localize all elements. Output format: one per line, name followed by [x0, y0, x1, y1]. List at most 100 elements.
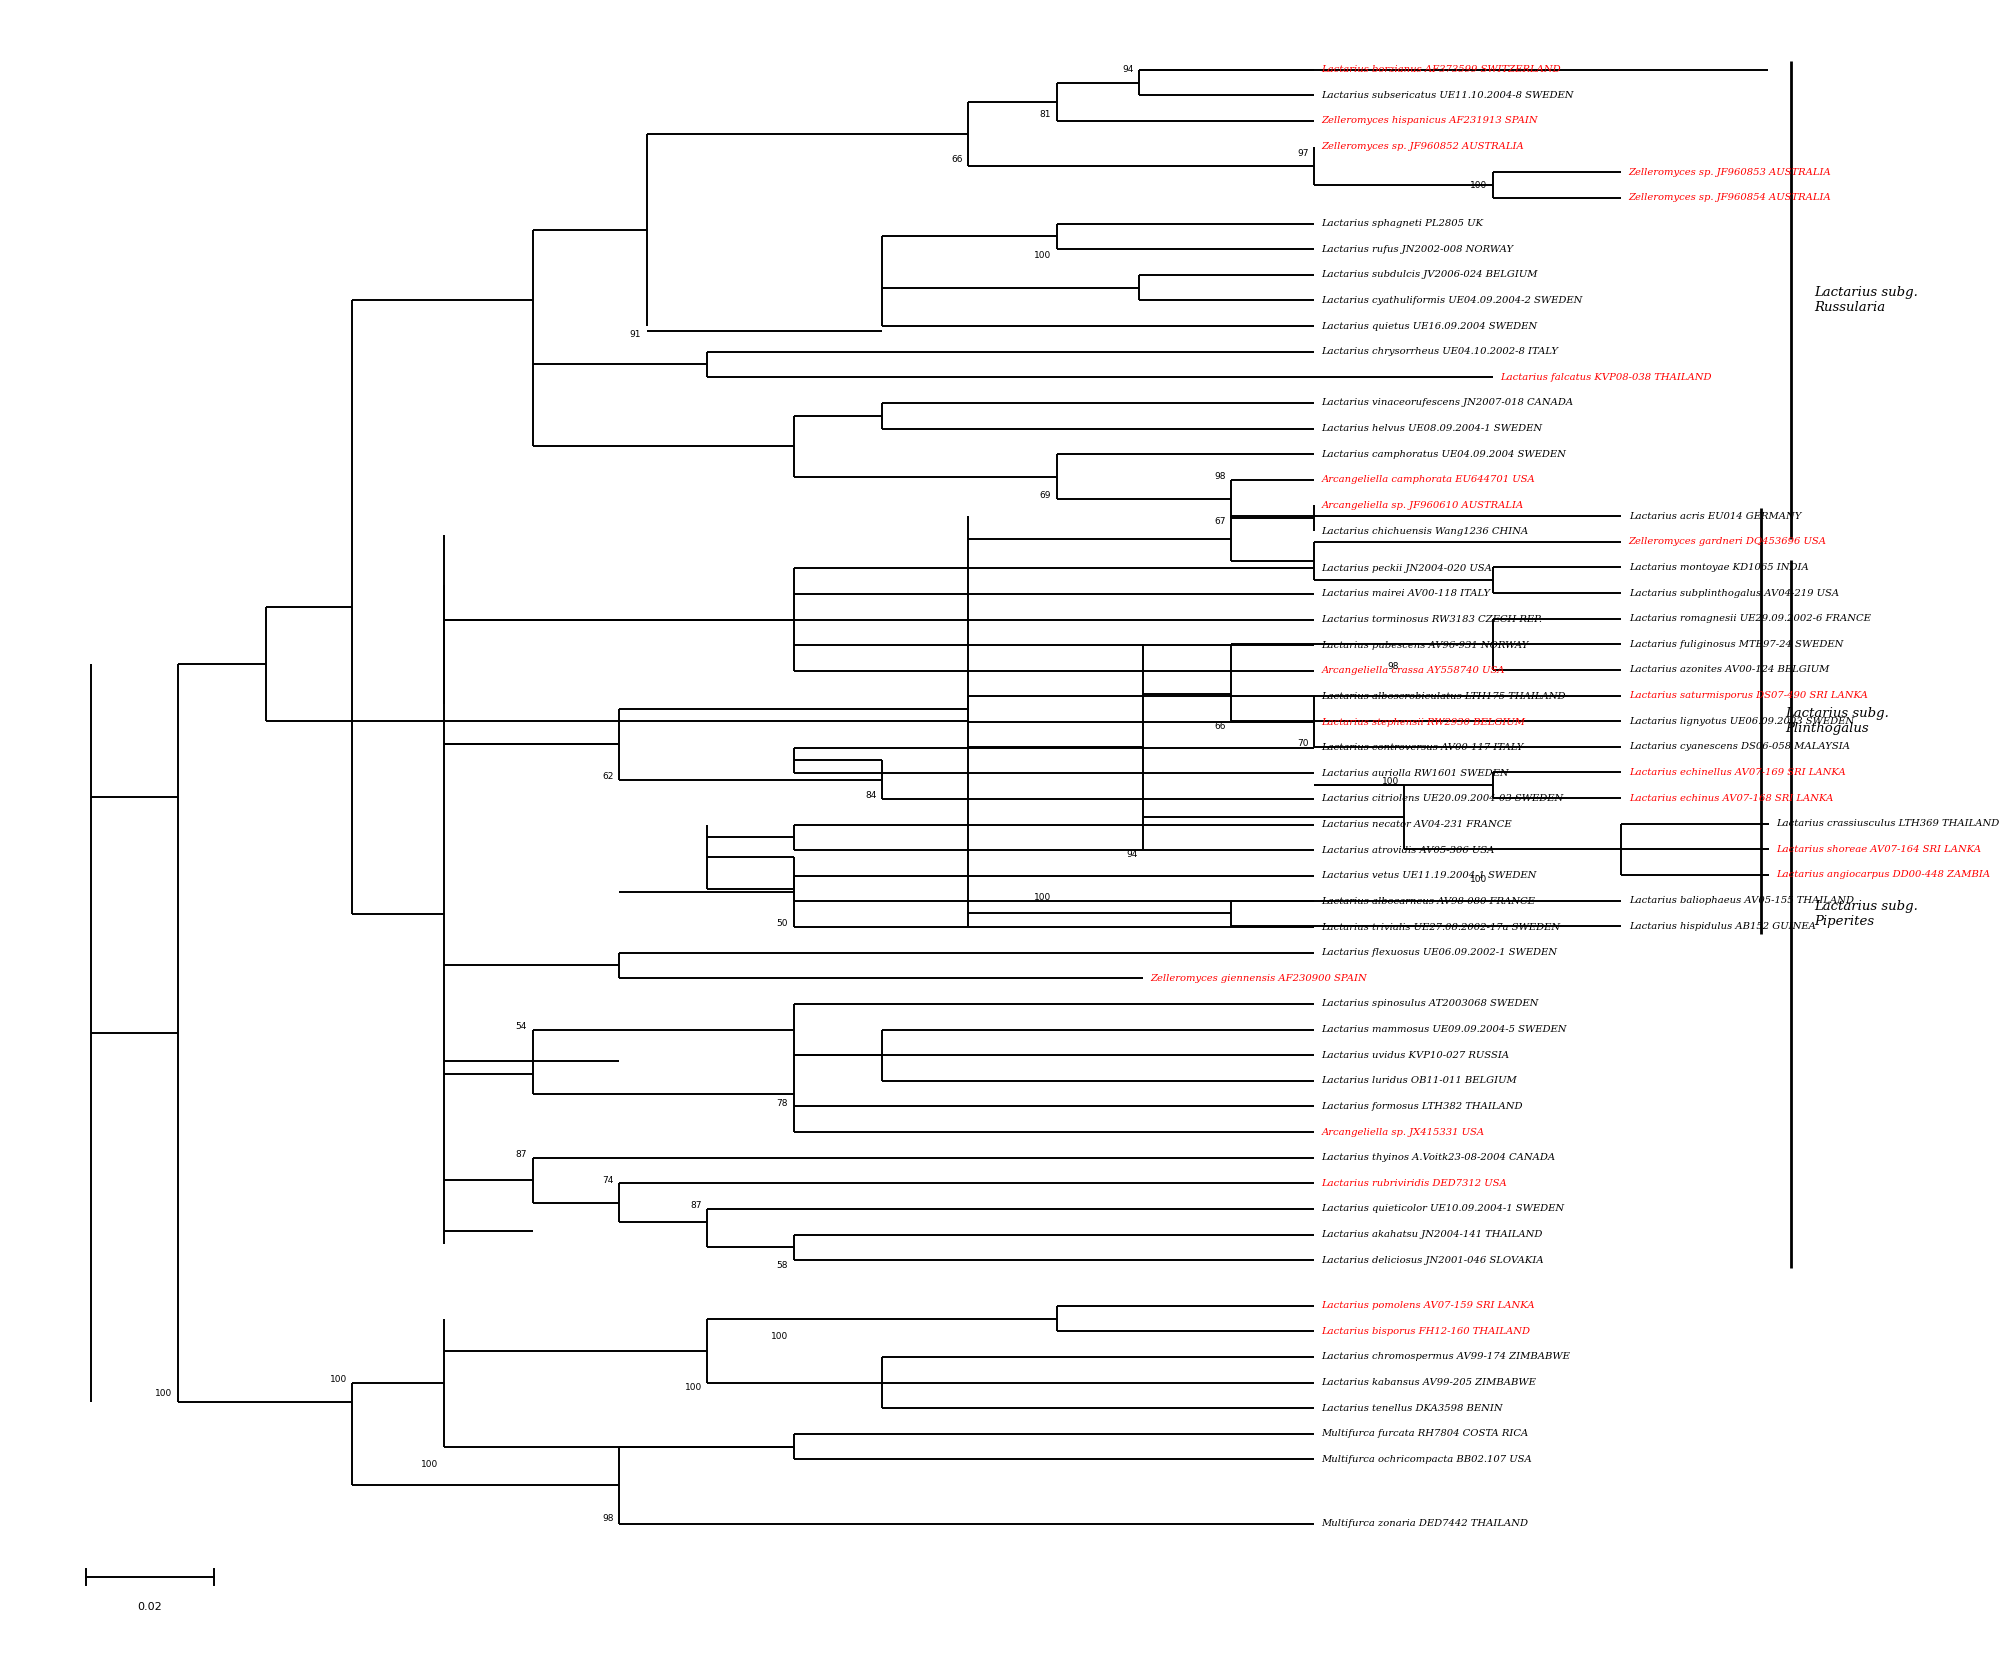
Text: 94: 94	[1127, 849, 1137, 859]
Text: Lactarius mairei AV00-118 ITALY: Lactarius mairei AV00-118 ITALY	[1322, 589, 1491, 599]
Text: Lactarius akahatsu JN2004-141 THAILAND: Lactarius akahatsu JN2004-141 THAILAND	[1322, 1229, 1543, 1239]
Text: Lactarius romagnesii UE29.09.2002-6 FRANCE: Lactarius romagnesii UE29.09.2002-6 FRAN…	[1630, 614, 1871, 624]
Text: Lactarius sphagneti PL2805 UK: Lactarius sphagneti PL2805 UK	[1322, 219, 1483, 227]
Text: Lactarius chichuensis Wang1236 CHINA: Lactarius chichuensis Wang1236 CHINA	[1322, 526, 1529, 536]
Text: Multifurca ochricompacta BB02.107 USA: Multifurca ochricompacta BB02.107 USA	[1322, 1455, 1533, 1463]
Text: Lactarius subg.
Plinthogalus: Lactarius subg. Plinthogalus	[1785, 707, 1889, 735]
Text: Lactarius stephensii RW2930 BELGIUM: Lactarius stephensii RW2930 BELGIUM	[1322, 718, 1525, 727]
Text: Arcangeliella crassa AY558740 USA: Arcangeliella crassa AY558740 USA	[1322, 667, 1505, 675]
Text: Lactarius cyathuliformis UE04.09.2004-2 SWEDEN: Lactarius cyathuliformis UE04.09.2004-2 …	[1322, 295, 1583, 305]
Text: Lactarius subplinthogalus AV04-219 USA: Lactarius subplinthogalus AV04-219 USA	[1630, 589, 1839, 597]
Text: Lactarius torminosus RW3183 CZECH REP.: Lactarius torminosus RW3183 CZECH REP.	[1322, 615, 1543, 624]
Text: Lactarius vetus UE11.19.2004-1 SWEDEN: Lactarius vetus UE11.19.2004-1 SWEDEN	[1322, 871, 1537, 881]
Text: Lactarius quieticolor UE10.09.2004-1 SWEDEN: Lactarius quieticolor UE10.09.2004-1 SWE…	[1322, 1204, 1565, 1213]
Text: Lactarius mammosus UE09.09.2004-5 SWEDEN: Lactarius mammosus UE09.09.2004-5 SWEDEN	[1322, 1025, 1567, 1034]
Text: Lactarius trivialis UE27.08.2002-17a SWEDEN: Lactarius trivialis UE27.08.2002-17a SWE…	[1322, 922, 1561, 932]
Text: Lactarius flexuosus UE06.09.2002-1 SWEDEN: Lactarius flexuosus UE06.09.2002-1 SWEDE…	[1322, 949, 1557, 957]
Text: Lactarius bisporus FH12-160 THAILAND: Lactarius bisporus FH12-160 THAILAND	[1322, 1327, 1531, 1335]
Text: Lactarius subg.
Russularia: Lactarius subg. Russularia	[1815, 287, 1917, 315]
Text: Lactarius rubriviridis DED7312 USA: Lactarius rubriviridis DED7312 USA	[1322, 1180, 1507, 1188]
Text: Lactarius rufus JN2002-008 NORWAY: Lactarius rufus JN2002-008 NORWAY	[1322, 244, 1513, 254]
Text: Arcangeliella sp. JF960610 AUSTRALIA: Arcangeliella sp. JF960610 AUSTRALIA	[1322, 501, 1523, 509]
Text: Arcangeliella camphorata EU644701 USA: Arcangeliella camphorata EU644701 USA	[1322, 474, 1535, 484]
Text: Lactarius thyinos A.Voitk23-08-2004 CANADA: Lactarius thyinos A.Voitk23-08-2004 CANA…	[1322, 1153, 1555, 1163]
Text: 100: 100	[421, 1460, 439, 1468]
Text: 100: 100	[330, 1375, 346, 1384]
Text: 97: 97	[1298, 149, 1308, 158]
Text: Arcangeliella sp. JX415331 USA: Arcangeliella sp. JX415331 USA	[1322, 1128, 1485, 1136]
Text: 81: 81	[1040, 109, 1050, 119]
Text: Lactarius spinosulus AT2003068 SWEDEN: Lactarius spinosulus AT2003068 SWEDEN	[1322, 999, 1539, 1009]
Text: Lactarius camphoratus UE04.09.2004 SWEDEN: Lactarius camphoratus UE04.09.2004 SWEDE…	[1322, 450, 1567, 458]
Text: 54: 54	[515, 1022, 527, 1030]
Text: 0.02: 0.02	[137, 1601, 163, 1611]
Text: Zelleromyces hispanicus AF231913 SPAIN: Zelleromyces hispanicus AF231913 SPAIN	[1322, 116, 1539, 126]
Text: 66: 66	[952, 154, 964, 164]
Text: Lactarius formosus LTH382 THAILAND: Lactarius formosus LTH382 THAILAND	[1322, 1102, 1523, 1112]
Text: Lactarius kabansus AV99-205 ZIMBABWE: Lactarius kabansus AV99-205 ZIMBABWE	[1322, 1379, 1537, 1387]
Text: Lactarius subsericatus UE11.10.2004-8 SWEDEN: Lactarius subsericatus UE11.10.2004-8 SW…	[1322, 91, 1573, 100]
Text: Lactarius saturmisporus DS07-490 SRI LANKA: Lactarius saturmisporus DS07-490 SRI LAN…	[1630, 692, 1867, 700]
Text: Lactarius falcatus KVP08-038 THAILAND: Lactarius falcatus KVP08-038 THAILAND	[1501, 373, 1712, 382]
Text: Lactarius baliophaeus AV05-155 THAILAND: Lactarius baliophaeus AV05-155 THAILAND	[1630, 896, 1853, 906]
Text: 78: 78	[777, 1098, 789, 1108]
Text: 84: 84	[865, 791, 877, 800]
Text: 66: 66	[1215, 722, 1225, 730]
Text: Lactarius acris EU014 GERMANY: Lactarius acris EU014 GERMANY	[1630, 511, 1801, 521]
Text: Lactarius controversus AV00-117 ITALY: Lactarius controversus AV00-117 ITALY	[1322, 743, 1523, 752]
Text: Lactarius vinaceorufescens JN2007-018 CANADA: Lactarius vinaceorufescens JN2007-018 CA…	[1322, 398, 1573, 408]
Text: Lactarius necator AV04-231 FRANCE: Lactarius necator AV04-231 FRANCE	[1322, 820, 1513, 830]
Text: Multifurca zonaria DED7442 THAILAND: Multifurca zonaria DED7442 THAILAND	[1322, 1520, 1529, 1528]
Text: Lactarius helvus UE08.09.2004-1 SWEDEN: Lactarius helvus UE08.09.2004-1 SWEDEN	[1322, 425, 1543, 433]
Text: Zelleromyces gardneri DQ453696 USA: Zelleromyces gardneri DQ453696 USA	[1630, 538, 1827, 546]
Text: Lactarius borzianus AF373599 SWITZERLAND: Lactarius borzianus AF373599 SWITZERLAND	[1322, 65, 1561, 75]
Text: 87: 87	[690, 1201, 702, 1209]
Text: 100: 100	[771, 1332, 789, 1340]
Text: 98: 98	[1215, 473, 1225, 481]
Text: 50: 50	[777, 919, 789, 929]
Text: 100: 100	[684, 1384, 702, 1392]
Text: 87: 87	[515, 1150, 527, 1160]
Text: Lactarius citriolens UE20.09.2004-03 SWEDEN: Lactarius citriolens UE20.09.2004-03 SWE…	[1322, 795, 1563, 803]
Text: 70: 70	[1298, 738, 1308, 748]
Text: 74: 74	[602, 1176, 614, 1185]
Text: 100: 100	[1034, 251, 1050, 260]
Text: Lactarius atrovidis AV05-306 USA: Lactarius atrovidis AV05-306 USA	[1322, 846, 1495, 854]
Text: Lactarius fuliginosus MTB97-24 SWEDEN: Lactarius fuliginosus MTB97-24 SWEDEN	[1630, 640, 1843, 649]
Text: Lactarius shoreae AV07-164 SRI LANKA: Lactarius shoreae AV07-164 SRI LANKA	[1777, 844, 1982, 854]
Text: Lactarius subdulcis JV2006-024 BELGIUM: Lactarius subdulcis JV2006-024 BELGIUM	[1322, 270, 1537, 279]
Text: Lactarius lignyotus UE06.09.2003 SWEDEN: Lactarius lignyotus UE06.09.2003 SWEDEN	[1630, 717, 1853, 725]
Text: Lactarius azonites AV00-124 BELGIUM: Lactarius azonites AV00-124 BELGIUM	[1630, 665, 1829, 675]
Text: Lactarius chromospermus AV99-174 ZIMBABWE: Lactarius chromospermus AV99-174 ZIMBABW…	[1322, 1352, 1571, 1362]
Text: 98: 98	[1388, 662, 1398, 672]
Text: Lactarius echinus AV07-168 SRI LANKA: Lactarius echinus AV07-168 SRI LANKA	[1630, 793, 1833, 803]
Text: 98: 98	[602, 1515, 614, 1523]
Text: Multifurca furcata RH7804 COSTA RICA: Multifurca furcata RH7804 COSTA RICA	[1322, 1430, 1529, 1438]
Text: Lactarius hispidulus AB152 GUINEA: Lactarius hispidulus AB152 GUINEA	[1630, 922, 1815, 931]
Text: Lactarius crassiusculus LTH369 THAILAND: Lactarius crassiusculus LTH369 THAILAND	[1777, 820, 2000, 828]
Text: Lactarius tenellus DKA3598 BENIN: Lactarius tenellus DKA3598 BENIN	[1322, 1404, 1503, 1413]
Text: Lactarius pomolens AV07-159 SRI LANKA: Lactarius pomolens AV07-159 SRI LANKA	[1322, 1301, 1535, 1311]
Text: 67: 67	[1215, 516, 1225, 526]
Text: Lactarius albocarneus AV98-080 FRANCE: Lactarius albocarneus AV98-080 FRANCE	[1322, 898, 1535, 906]
Text: Lactarius alboscrobiculatus LTH175 THAILAND: Lactarius alboscrobiculatus LTH175 THAIL…	[1322, 692, 1565, 700]
Text: Lactarius echinellus AV07-169 SRI LANKA: Lactarius echinellus AV07-169 SRI LANKA	[1630, 768, 1845, 776]
Text: Lactarius cyanescens DS06-058 MALAYSIA: Lactarius cyanescens DS06-058 MALAYSIA	[1630, 742, 1849, 752]
Text: 62: 62	[602, 771, 614, 781]
Text: Lactarius quietus UE16.09.2004 SWEDEN: Lactarius quietus UE16.09.2004 SWEDEN	[1322, 322, 1537, 330]
Text: 69: 69	[1040, 491, 1050, 501]
Text: 100: 100	[1382, 778, 1398, 786]
Text: 58: 58	[777, 1261, 789, 1269]
Text: Lactarius peckii JN2004-020 USA: Lactarius peckii JN2004-020 USA	[1322, 564, 1493, 572]
Text: Lactarius chrysorrheus UE04.10.2002-8 ITALY: Lactarius chrysorrheus UE04.10.2002-8 IT…	[1322, 347, 1559, 357]
Text: Zelleromyces sp. JF960853 AUSTRALIA: Zelleromyces sp. JF960853 AUSTRALIA	[1630, 168, 1831, 178]
Text: Zelleromyces sp. JF960854 AUSTRALIA: Zelleromyces sp. JF960854 AUSTRALIA	[1630, 194, 1831, 202]
Text: 91: 91	[630, 330, 642, 338]
Text: 100: 100	[1471, 181, 1487, 189]
Text: Lactarius luridus OB11-011 BELGIUM: Lactarius luridus OB11-011 BELGIUM	[1322, 1077, 1517, 1085]
Text: Zelleromyces sp. JF960852 AUSTRALIA: Zelleromyces sp. JF960852 AUSTRALIA	[1322, 143, 1525, 151]
Text: Lactarius uvidus KVP10-027 RUSSIA: Lactarius uvidus KVP10-027 RUSSIA	[1322, 1050, 1509, 1060]
Text: 94: 94	[1123, 65, 1135, 75]
Text: Lactarius deliciosus JN2001-046 SLOVAKIA: Lactarius deliciosus JN2001-046 SLOVAKIA	[1322, 1256, 1543, 1264]
Text: 100: 100	[1471, 876, 1487, 884]
